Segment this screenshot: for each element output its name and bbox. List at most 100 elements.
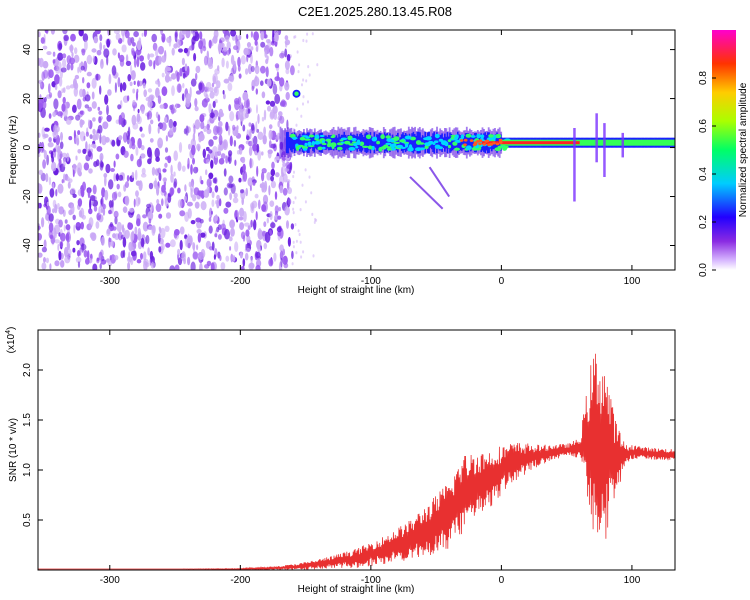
signal-clump (344, 140, 351, 145)
noise-blob (148, 94, 155, 100)
noise-blob (61, 152, 68, 158)
noise-blob (220, 223, 226, 231)
noise-blob (316, 63, 319, 67)
signal-clump (297, 144, 304, 148)
signal-clump (380, 134, 385, 140)
noise-blob (136, 259, 142, 264)
noise-blob (93, 205, 98, 212)
signal-peak (499, 141, 503, 144)
signal-core (364, 133, 366, 152)
noise-blob (89, 232, 96, 240)
signal-core (437, 136, 439, 149)
snr-xlabel: Height of straight line (km) (298, 584, 415, 595)
noise-blob (218, 146, 222, 155)
signal-clump (311, 140, 315, 146)
noise-blob (213, 254, 216, 260)
noise-blob (106, 104, 109, 116)
noise-blob (211, 199, 215, 207)
noise-blob (203, 189, 210, 198)
noise-blob (75, 155, 78, 161)
noise-blob (148, 225, 154, 231)
noise-blob (38, 57, 41, 66)
noise-blob (82, 77, 85, 84)
noise-blob (305, 79, 308, 83)
noise-blob (229, 111, 235, 122)
noise-blob (280, 257, 283, 268)
noise-blob (41, 141, 45, 152)
noise-blob (298, 63, 301, 67)
noise-blob (157, 95, 162, 104)
noise-blob (228, 104, 232, 112)
noise-blob (240, 55, 246, 65)
noise-blob (264, 49, 268, 58)
signal-clump (367, 145, 373, 150)
noise-blob (214, 214, 218, 222)
noise-blob (126, 175, 130, 182)
noise-blob (301, 83, 303, 87)
noise-blob (192, 157, 195, 165)
noise-blob (245, 243, 248, 251)
noise-blob (279, 77, 285, 87)
noise-blob (188, 143, 191, 150)
noise-blob (238, 34, 242, 41)
noise-blob (142, 221, 149, 232)
noise-blob (187, 65, 190, 76)
noise-blob (122, 82, 127, 91)
noise-blob (72, 193, 77, 198)
noise-blob (223, 207, 229, 214)
noise-blob (124, 195, 130, 206)
noise-blob (263, 221, 267, 228)
signal-peak (485, 139, 490, 143)
signal-clump (365, 134, 372, 140)
noise-blob (212, 100, 216, 108)
noise-blob (176, 83, 182, 93)
noise-blob (257, 113, 260, 124)
signal-clump (321, 142, 327, 146)
noise-blob (195, 90, 202, 95)
noise-blob (179, 226, 185, 235)
noise-blob (130, 64, 133, 75)
noise-blob (60, 131, 63, 141)
noise-blob (125, 54, 129, 63)
signal-core (288, 137, 291, 149)
noise-blob (239, 222, 245, 231)
noise-blob (65, 224, 71, 231)
signal-core (389, 133, 391, 152)
noise-blob (92, 134, 97, 141)
noise-blob (234, 241, 239, 252)
noise-blob (226, 49, 230, 56)
noise-blob (173, 43, 178, 49)
noise-blob (47, 142, 54, 148)
noise-blob (148, 123, 152, 135)
noise-blob (187, 157, 190, 169)
signal-clump (407, 146, 414, 152)
signal-clump (317, 146, 323, 151)
noise-blob (300, 255, 303, 259)
noise-blob (40, 37, 45, 44)
noise-blob (148, 182, 154, 190)
noise-blob (240, 231, 246, 240)
signal-clump (447, 144, 452, 149)
noise-blob (237, 109, 244, 120)
noise-blob (251, 200, 258, 209)
noise-blob (111, 139, 116, 147)
noise-blob (255, 264, 261, 270)
signal-clump (475, 145, 479, 149)
noise-blob (88, 222, 92, 229)
noise-blob (232, 255, 236, 262)
noise-blob (271, 32, 275, 44)
signal-core (449, 132, 451, 153)
noise-blob (279, 185, 284, 194)
noise-blob (230, 30, 237, 37)
noise-blob (79, 88, 84, 98)
noise-blob (60, 260, 65, 268)
noise-blob (230, 54, 235, 65)
signal-core (368, 134, 370, 151)
noise-blob (203, 55, 208, 66)
noise-blob (181, 57, 185, 66)
noise-blob (227, 125, 231, 136)
signal-clump (378, 147, 383, 152)
noise-blob (155, 80, 160, 85)
noise-blob (38, 252, 43, 258)
